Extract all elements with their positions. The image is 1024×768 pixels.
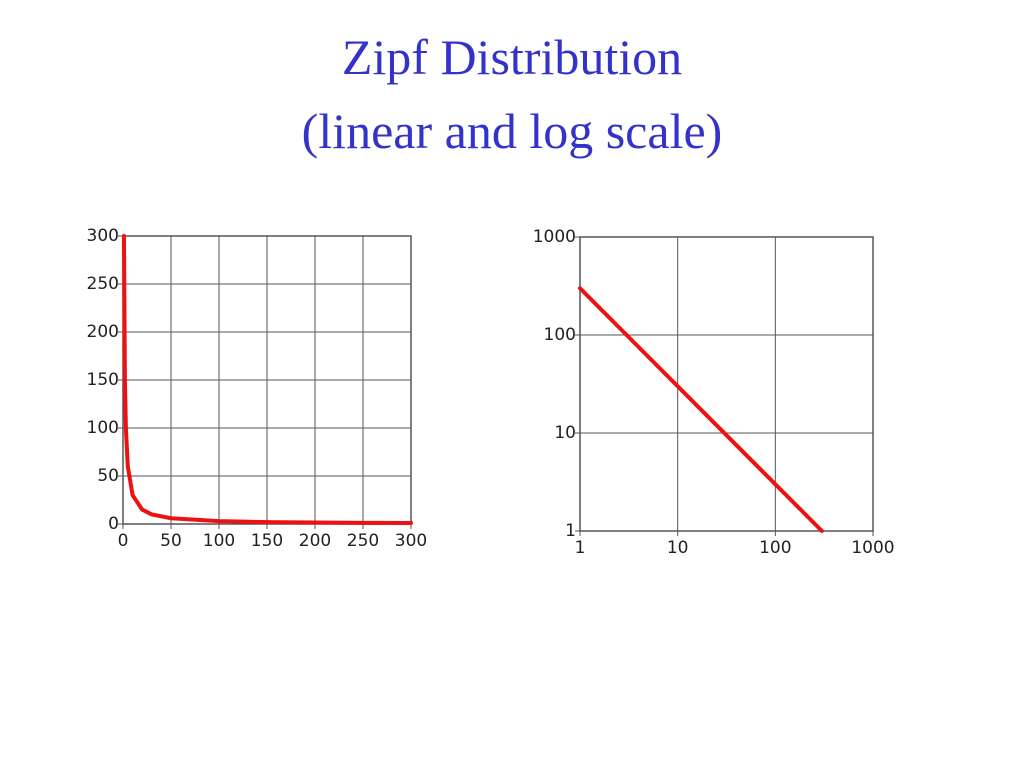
x-tick-label: 0 <box>118 531 129 551</box>
y-tick-label: 0 <box>108 514 119 534</box>
plot-frame <box>579 236 874 532</box>
slide-title: Zipf Distribution <box>341 29 683 85</box>
x-tick-label: 100 <box>203 531 235 551</box>
x-tick-label: 1 <box>575 538 586 558</box>
x-tick-label: 1000 <box>851 538 894 558</box>
y-tick-label: 10 <box>554 423 576 443</box>
x-tick-label: 10 <box>667 538 689 558</box>
y-tick-label: 250 <box>87 274 119 294</box>
x-tick-label: 150 <box>251 531 283 551</box>
x-tick-label: 50 <box>160 531 182 551</box>
y-tick-label: 50 <box>97 466 119 486</box>
slide-title: (linear and log scale) <box>301 103 723 159</box>
y-tick-label: 1 <box>565 521 576 541</box>
x-tick-label: 200 <box>299 531 331 551</box>
data-line <box>578 286 824 533</box>
y-tick-label: 300 <box>87 226 119 246</box>
x-tick-label: 300 <box>395 531 427 551</box>
y-tick-label: 200 <box>87 322 119 342</box>
data-line <box>121 234 413 526</box>
y-tick-label: 1000 <box>533 227 576 247</box>
x-tick-label: 100 <box>759 538 791 558</box>
x-tick-label: 250 <box>347 531 379 551</box>
y-tick-label: 100 <box>544 325 576 345</box>
y-tick-label: 150 <box>87 370 119 390</box>
y-tick-label: 100 <box>87 418 119 438</box>
